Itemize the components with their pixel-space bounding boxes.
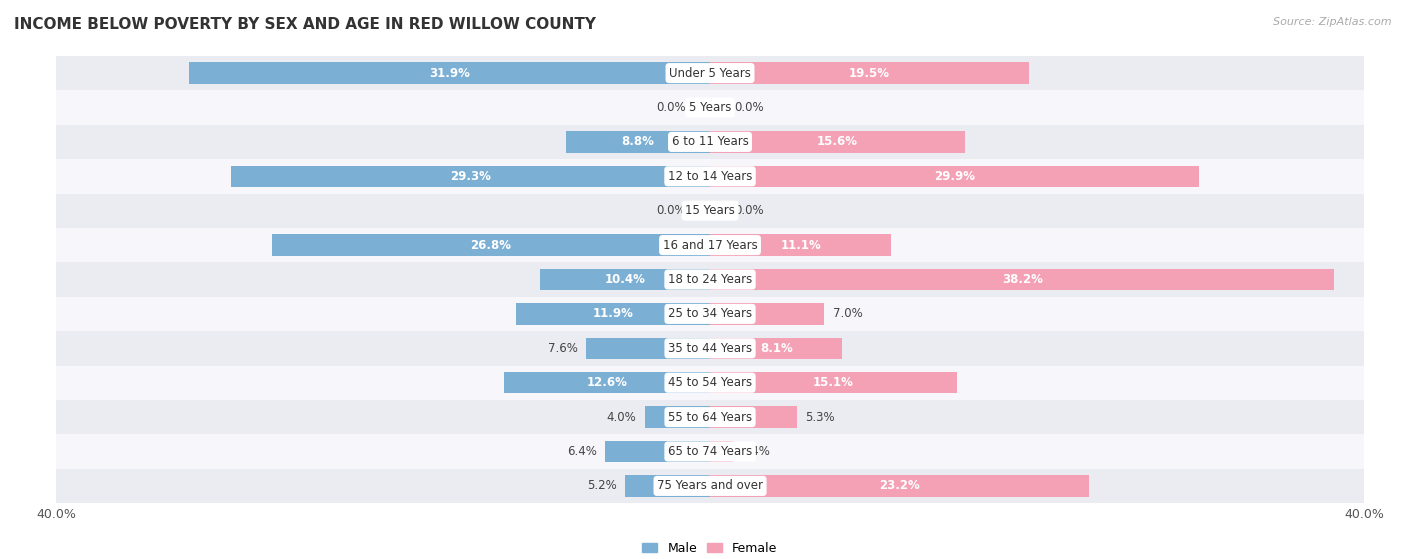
Text: 7.0%: 7.0% xyxy=(832,307,862,320)
Text: 23.2%: 23.2% xyxy=(879,480,920,492)
Text: 0.0%: 0.0% xyxy=(655,101,686,114)
Bar xyxy=(710,475,1090,496)
Text: 31.9%: 31.9% xyxy=(429,67,470,79)
Text: 0.0%: 0.0% xyxy=(734,204,765,217)
Text: 15.1%: 15.1% xyxy=(813,376,853,389)
Bar xyxy=(516,303,710,325)
Text: 11.1%: 11.1% xyxy=(780,239,821,252)
Text: INCOME BELOW POVERTY BY SEX AND AGE IN RED WILLOW COUNTY: INCOME BELOW POVERTY BY SEX AND AGE IN R… xyxy=(14,17,596,32)
Text: 5.3%: 5.3% xyxy=(804,411,834,424)
Text: 29.3%: 29.3% xyxy=(450,170,491,183)
Text: 0.0%: 0.0% xyxy=(734,101,765,114)
Text: 35 to 44 Years: 35 to 44 Years xyxy=(668,342,752,355)
Bar xyxy=(505,372,710,394)
Text: 26.8%: 26.8% xyxy=(471,239,512,252)
Text: 15 Years: 15 Years xyxy=(685,204,735,217)
Text: Under 5 Years: Under 5 Years xyxy=(669,67,751,79)
Bar xyxy=(710,441,733,462)
Text: 11.9%: 11.9% xyxy=(592,307,633,320)
Bar xyxy=(56,262,1364,297)
Text: 1.4%: 1.4% xyxy=(741,445,770,458)
Bar xyxy=(710,372,957,394)
Legend: Male, Female: Male, Female xyxy=(643,542,778,555)
Bar xyxy=(56,228,1364,262)
Bar xyxy=(606,441,710,462)
Bar xyxy=(56,193,1364,228)
Bar xyxy=(56,56,1364,91)
Text: 6 to 11 Years: 6 to 11 Years xyxy=(672,135,748,148)
Text: 12 to 14 Years: 12 to 14 Years xyxy=(668,170,752,183)
Bar xyxy=(710,131,965,153)
Bar xyxy=(56,297,1364,331)
Bar xyxy=(710,303,824,325)
Bar xyxy=(56,331,1364,366)
Text: 18 to 24 Years: 18 to 24 Years xyxy=(668,273,752,286)
Bar xyxy=(710,269,1334,290)
Bar xyxy=(56,468,1364,503)
Bar xyxy=(586,338,710,359)
Bar xyxy=(56,434,1364,468)
Bar xyxy=(56,366,1364,400)
Text: 12.6%: 12.6% xyxy=(586,376,627,389)
Text: 8.8%: 8.8% xyxy=(621,135,655,148)
Text: 10.4%: 10.4% xyxy=(605,273,645,286)
Bar xyxy=(56,125,1364,159)
Bar xyxy=(626,475,710,496)
Bar xyxy=(710,406,797,428)
Text: 38.2%: 38.2% xyxy=(1002,273,1043,286)
Text: 0.0%: 0.0% xyxy=(655,204,686,217)
Text: 45 to 54 Years: 45 to 54 Years xyxy=(668,376,752,389)
Bar xyxy=(710,338,842,359)
Bar xyxy=(271,234,710,256)
Bar xyxy=(710,234,891,256)
Bar xyxy=(644,406,710,428)
Text: 16 and 17 Years: 16 and 17 Years xyxy=(662,239,758,252)
Bar xyxy=(710,63,1029,84)
Text: Source: ZipAtlas.com: Source: ZipAtlas.com xyxy=(1274,17,1392,27)
Text: 6.4%: 6.4% xyxy=(568,445,598,458)
Text: 15.6%: 15.6% xyxy=(817,135,858,148)
Text: 7.6%: 7.6% xyxy=(548,342,578,355)
Text: 65 to 74 Years: 65 to 74 Years xyxy=(668,445,752,458)
Text: 5 Years: 5 Years xyxy=(689,101,731,114)
Text: 25 to 34 Years: 25 to 34 Years xyxy=(668,307,752,320)
Bar xyxy=(56,400,1364,434)
Text: 75 Years and over: 75 Years and over xyxy=(657,480,763,492)
Bar xyxy=(710,165,1199,187)
Text: 5.2%: 5.2% xyxy=(588,480,617,492)
Bar xyxy=(540,269,710,290)
Text: 19.5%: 19.5% xyxy=(849,67,890,79)
Bar xyxy=(56,91,1364,125)
Bar xyxy=(56,159,1364,193)
Bar xyxy=(231,165,710,187)
Bar xyxy=(188,63,710,84)
Bar xyxy=(567,131,710,153)
Text: 4.0%: 4.0% xyxy=(607,411,637,424)
Text: 29.9%: 29.9% xyxy=(934,170,974,183)
Text: 8.1%: 8.1% xyxy=(759,342,793,355)
Text: 55 to 64 Years: 55 to 64 Years xyxy=(668,411,752,424)
